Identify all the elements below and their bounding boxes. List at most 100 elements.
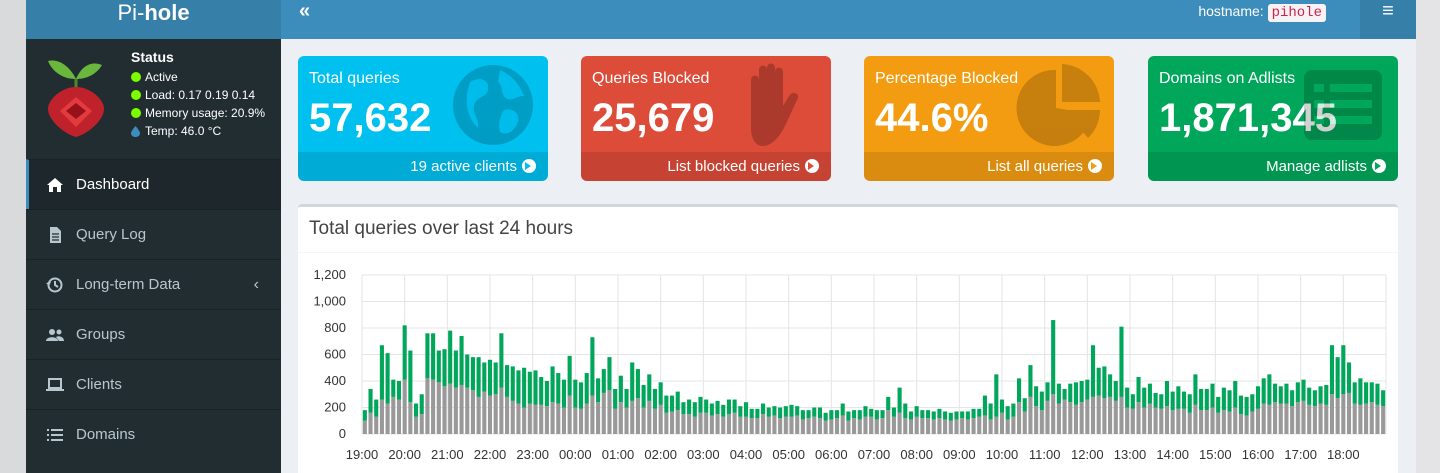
- bar-blocked: [1125, 387, 1130, 408]
- bar-permitted: [1221, 410, 1226, 434]
- bar-permitted: [391, 396, 396, 434]
- manage-adlists-link[interactable]: Manage adlists: [1148, 152, 1398, 181]
- x-tick-label: 22:00: [474, 447, 507, 462]
- bar-blocked: [1284, 383, 1289, 404]
- bar-blocked: [1136, 377, 1141, 403]
- bar-permitted: [1113, 400, 1118, 434]
- bar-permitted: [448, 383, 453, 434]
- list-icon: [47, 429, 63, 441]
- sidebar-toggle-icon[interactable]: «: [299, 0, 311, 22]
- bar-blocked: [1022, 398, 1027, 412]
- bar-permitted: [971, 418, 976, 434]
- bar-permitted: [573, 407, 578, 434]
- bar-blocked: [982, 395, 987, 416]
- bar-blocked: [1181, 391, 1187, 409]
- bar-blocked: [482, 362, 487, 392]
- queries-over-time-chart[interactable]: 0 200 400 600 800 1,000 1,200 19:00 20:00 21:00 22…: [298, 207, 1398, 473]
- bar-permitted: [783, 416, 788, 434]
- bar-permitted: [533, 404, 538, 434]
- bar-permitted: [834, 418, 840, 434]
- y-tick-label: 800: [324, 320, 346, 335]
- bar-blocked: [1005, 406, 1010, 420]
- x-tick-label: 04:00: [730, 447, 763, 462]
- bar-blocked: [806, 410, 811, 419]
- bar-permitted: [459, 384, 464, 434]
- domains-adlists-label: Domains on Adlists: [1159, 70, 1296, 87]
- bar-permitted: [1153, 407, 1158, 434]
- bar-blocked: [823, 412, 828, 421]
- bar-blocked: [1233, 381, 1238, 408]
- bar-permitted: [1216, 412, 1221, 434]
- bar-blocked: [1045, 382, 1050, 401]
- sidebar-item-groups[interactable]: Groups: [26, 309, 281, 359]
- sidebar-item-long-term-data[interactable]: Long-term Data ‹: [26, 259, 281, 309]
- chevron-left-icon[interactable]: ‹: [253, 276, 259, 293]
- bar-blocked: [960, 411, 965, 419]
- bar-blocked: [908, 411, 914, 420]
- sidebar-item-label: Dashboard: [76, 176, 150, 193]
- bar-permitted: [664, 412, 669, 434]
- logo[interactable]: Pi-hole: [26, 0, 281, 39]
- bar-blocked: [1358, 378, 1363, 405]
- total-queries-box: Total queries 57,632 19 active clients: [298, 56, 548, 181]
- bar-permitted: [1244, 415, 1249, 434]
- bar-permitted: [1062, 399, 1067, 434]
- bar-blocked: [778, 407, 783, 419]
- bar-blocked: [920, 410, 925, 419]
- x-tick-label: 03:00: [687, 447, 720, 462]
- bar-blocked: [869, 408, 874, 417]
- sidebar-item-dashboard[interactable]: Dashboard: [26, 159, 281, 209]
- top-navbar: « hostname: pihole ≡: [281, 0, 1416, 39]
- bar-blocked: [755, 408, 760, 419]
- bar-permitted: [761, 414, 766, 434]
- bar-permitted: [607, 390, 612, 434]
- bar-permitted: [755, 418, 760, 434]
- bar-blocked: [630, 362, 635, 401]
- list-blocked-queries-link[interactable]: List blocked queries: [581, 152, 831, 181]
- y-tick-label: 600: [324, 347, 346, 362]
- bar-permitted: [869, 416, 874, 434]
- bar-permitted: [561, 407, 567, 434]
- x-tick-label: 10:00: [986, 447, 1019, 462]
- temperature-drop-icon: [131, 125, 140, 137]
- list-all-queries-link[interactable]: List all queries: [864, 152, 1114, 181]
- sidebar-item-query-log[interactable]: Query Log: [26, 209, 281, 259]
- bar-blocked: [1216, 396, 1221, 413]
- bar-blocked: [516, 370, 521, 404]
- bar-permitted: [419, 414, 424, 434]
- bar-permitted: [852, 418, 857, 434]
- menu-icon[interactable]: ≡: [1360, 0, 1416, 39]
- bar-blocked: [800, 410, 805, 420]
- bar-blocked: [1261, 378, 1266, 404]
- bar-blocked: [1227, 390, 1232, 412]
- sidebar-item-clients[interactable]: Clients: [26, 359, 281, 409]
- bar-permitted: [476, 396, 481, 434]
- bar-permitted: [1227, 411, 1232, 434]
- bar-blocked: [1352, 382, 1357, 404]
- bar-blocked: [1193, 374, 1198, 405]
- bar-permitted: [539, 404, 544, 434]
- bar-permitted: [522, 407, 527, 434]
- bar-blocked: [1119, 326, 1124, 397]
- bar-permitted: [908, 419, 914, 434]
- x-tick-label: 01:00: [602, 447, 635, 462]
- bar-permitted: [863, 416, 868, 434]
- bar-permitted: [487, 395, 493, 434]
- status-title: Status: [131, 49, 174, 65]
- bar-permitted: [687, 414, 692, 434]
- x-tick-label: 13:00: [1114, 447, 1147, 462]
- bar-permitted: [1199, 410, 1204, 434]
- bar-permitted: [994, 416, 999, 434]
- sidebar-item-domains[interactable]: Domains: [26, 409, 281, 459]
- bar-permitted: [647, 400, 652, 434]
- bar-blocked: [886, 396, 891, 411]
- bar-blocked: [374, 399, 379, 417]
- bar-blocked: [721, 404, 726, 417]
- bar-blocked: [1369, 382, 1374, 403]
- bar-permitted: [544, 406, 549, 434]
- bar-permitted: [1159, 408, 1164, 434]
- x-tick-label: 02:00: [644, 447, 677, 462]
- bar-blocked: [772, 406, 777, 416]
- bar-permitted: [1284, 403, 1289, 434]
- total-queries-footer-link[interactable]: 19 active clients: [298, 152, 548, 181]
